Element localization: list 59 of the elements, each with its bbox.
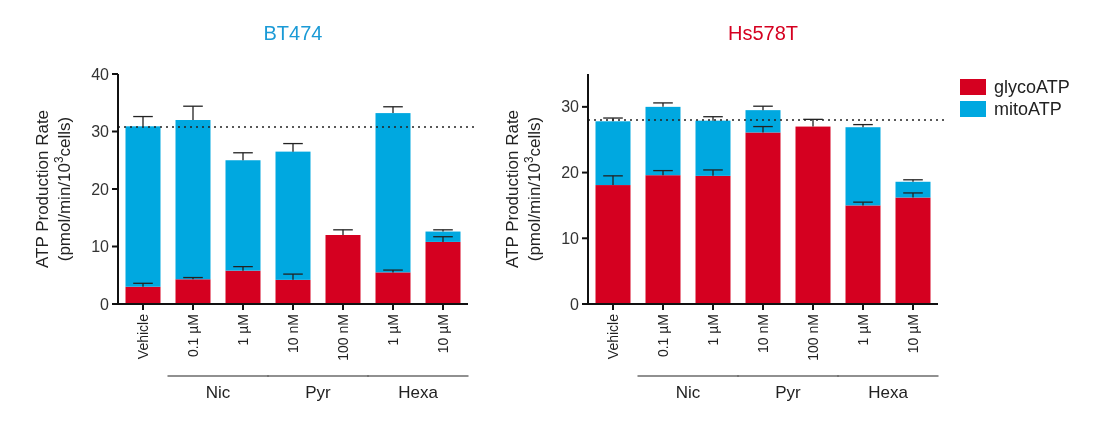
bar [425, 231, 461, 242]
y-tick-label: 0 [570, 295, 580, 313]
x-tick-label: 1 µM [705, 314, 721, 346]
y-tick-label: 30 [561, 98, 580, 116]
bar [895, 181, 931, 198]
text: Hexa [868, 383, 909, 402]
x-tick-label: Vehicle [135, 313, 151, 360]
y-tick-label: 10 [91, 238, 110, 256]
x-tick-label: 10 µM [435, 314, 451, 354]
legend-label: mitoATP [994, 99, 1062, 120]
bar [325, 235, 361, 304]
bar [275, 151, 311, 280]
bar [175, 120, 211, 280]
y-tick-label: 40 [91, 65, 110, 83]
x-tick-label: 0.1 µM [655, 314, 671, 358]
y-tick-label: 30 [91, 123, 110, 141]
bar [845, 127, 881, 206]
bar [645, 106, 681, 176]
bar [595, 121, 631, 186]
x-tick-label: 1 µM [855, 314, 871, 346]
bar [375, 113, 411, 273]
bar [125, 126, 161, 287]
text: Nic [675, 383, 701, 402]
bar [745, 132, 781, 304]
bar [175, 279, 211, 304]
bar [745, 110, 781, 133]
bar [425, 241, 461, 304]
bar [125, 286, 161, 304]
legend-label: glycoATP [994, 77, 1070, 98]
bar [225, 160, 261, 271]
bar [695, 120, 731, 176]
bar [895, 197, 931, 304]
y-tick-label: 20 [91, 180, 110, 198]
x-tick-label: 10 nM [755, 314, 771, 353]
y-tick-label: 10 [561, 229, 580, 247]
text: Pyr [305, 383, 332, 402]
chart-title: Hs578T [727, 22, 799, 44]
x-tick-label: Vehicle [605, 313, 621, 360]
x-tick-label: 1 µM [235, 314, 251, 346]
x-tick-label: 0.1 µM [185, 314, 201, 358]
bar [275, 279, 311, 304]
y-tick-label: 20 [561, 164, 580, 182]
text: Pyr [775, 383, 802, 402]
text: Nic [205, 383, 231, 402]
y-tick-label: 0 [100, 295, 110, 313]
text: Hexa [398, 383, 439, 402]
x-tick-label: 1 µM [385, 314, 401, 346]
x-tick-label: 10 µM [905, 314, 921, 354]
bar [225, 270, 261, 304]
chart-title: BT474 [263, 22, 323, 44]
x-tick-label: 10 nM [285, 314, 301, 353]
x-tick-label: 100 nM [335, 314, 351, 361]
bar [595, 185, 631, 304]
bar [695, 175, 731, 304]
bar [375, 272, 411, 304]
bar [645, 175, 681, 304]
bar [845, 205, 881, 304]
bar [795, 126, 831, 304]
x-tick-label: 100 nM [805, 314, 821, 361]
